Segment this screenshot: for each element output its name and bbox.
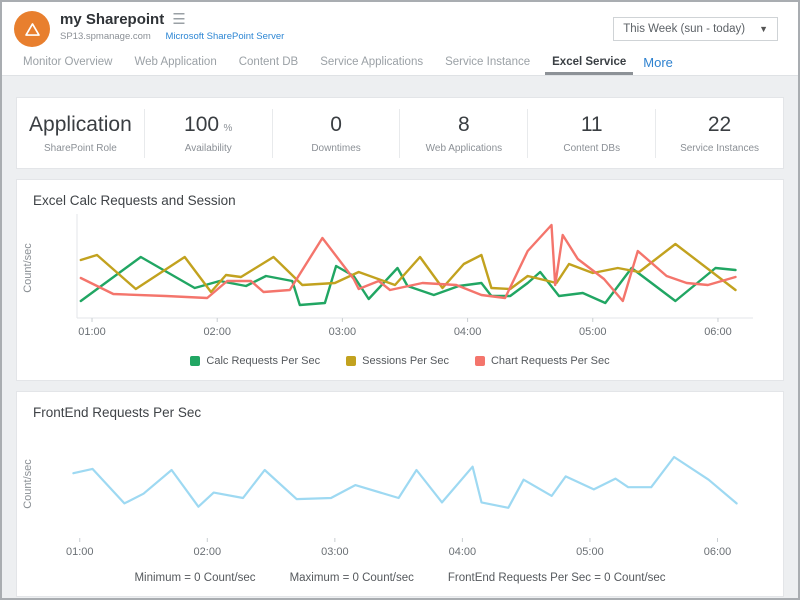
stat-value: 100 — [184, 112, 220, 136]
chart-footer-stats: Minimum = 0 Count/sec Maximum = 0 Count/… — [17, 572, 783, 584]
tab-service-applications[interactable]: Service Applications — [320, 56, 424, 68]
svg-text:01:00: 01:00 — [66, 546, 94, 558]
stat-label: Web Applications — [425, 142, 503, 154]
svg-text:05:00: 05:00 — [576, 546, 604, 558]
svg-text:Count/sec: Count/sec — [22, 459, 34, 509]
chart-title: Excel Calc Requests and Session — [33, 193, 236, 208]
legend-swatch-icon — [474, 356, 485, 366]
page-title: my Sharepoint — [60, 11, 165, 28]
svg-text:02:00: 02:00 — [194, 546, 222, 558]
monitor-host: SP13.spmanage.com — [60, 31, 151, 42]
server-type-link[interactable]: Microsoft SharePoint Server — [165, 31, 285, 42]
stat-availability: 100 % Availability — [145, 108, 273, 158]
header: my Sharepoint ☰ SP13.spmanage.com Micros… — [2, 2, 798, 47]
excel-calc-chart-canvas[interactable]: 01:00 02:00 03:00 04:00 05:00 06:00 Count/sec — [17, 210, 785, 348]
tab-more[interactable]: More — [643, 55, 673, 70]
stat-value: 8 — [458, 112, 470, 136]
stat-value: 0 — [330, 112, 342, 136]
chart-legend: Calc Requests Per Sec Sessions Per Sec C… — [17, 355, 783, 367]
frontend-rate-stat: FrontEnd Requests Per Sec = 0 Count/sec — [447, 572, 666, 584]
stat-web-applications: 8 Web Applications — [400, 108, 529, 158]
stat-downtimes: 0 Downtimes — [273, 108, 401, 158]
minimum-stat: Minimum = 0 Count/sec — [134, 572, 256, 584]
stat-value: 22 — [707, 112, 732, 136]
legend-swatch-icon — [190, 356, 201, 366]
chevron-down-icon: ▼ — [759, 24, 768, 34]
svg-text:04:00: 04:00 — [454, 326, 482, 338]
time-period-value: This Week (sun - today) — [623, 23, 746, 35]
stat-suffix: % — [223, 122, 233, 134]
svg-text:02:00: 02:00 — [203, 326, 231, 338]
svg-text:06:00: 06:00 — [704, 546, 732, 558]
nav-tabs: Monitor Overview Web Application Content… — [2, 47, 798, 76]
stat-label: Availability — [184, 142, 232, 154]
svg-text:06:00: 06:00 — [704, 326, 732, 338]
svg-text:01:00: 01:00 — [78, 326, 106, 338]
stat-value: 11 — [580, 112, 603, 136]
legend-chart-requests[interactable]: Chart Requests Per Sec — [474, 355, 610, 367]
tab-excel-service[interactable]: Excel Service — [541, 56, 637, 75]
legend-sessions[interactable]: Sessions Per Sec — [346, 355, 449, 367]
stat-content-dbs: 11 Content DBs — [528, 108, 657, 158]
legend-label: Calc Requests Per Sec — [206, 355, 321, 367]
legend-calc-requests[interactable]: Calc Requests Per Sec — [190, 355, 320, 367]
tab-web-application[interactable]: Web Application — [134, 56, 217, 68]
svg-text:04:00: 04:00 — [449, 546, 477, 558]
tab-monitor-overview[interactable]: Monitor Overview — [23, 56, 113, 68]
stat-label: Content DBs — [563, 142, 621, 154]
maximum-stat: Maximum = 0 Count/sec — [289, 572, 414, 584]
tab-service-instance[interactable]: Service Instance — [445, 56, 531, 68]
svg-text:03:00: 03:00 — [329, 326, 357, 338]
frontend-requests-chart-card: FrontEnd Requests Per Sec 01:00 02:00 03:0… — [16, 391, 784, 597]
frontend-chart-canvas[interactable]: 01:00 02:00 03:00 04:00 05:00 06:00 Count/sec — [17, 422, 785, 566]
legend-swatch-icon — [346, 356, 357, 366]
tab-content-db[interactable]: Content DB — [238, 56, 299, 68]
svg-text:Count/sec: Count/sec — [22, 243, 34, 293]
stat-label: SharePoint Role — [44, 142, 117, 154]
warning-triangle-icon — [24, 22, 40, 36]
monitor-status-icon — [14, 11, 50, 47]
stat-value: Application — [29, 112, 132, 136]
hamburger-menu-icon[interactable]: ☰ — [172, 11, 186, 28]
stat-label: Service Instances — [680, 142, 760, 154]
summary-stats-bar: Application SharePoint Role 100 % Availa… — [16, 97, 784, 169]
stat-label: Downtimes — [311, 142, 361, 154]
stat-service-instances: 22 Service Instances — [656, 109, 783, 158]
excel-calc-chart-card: Excel Calc Requests and Session 01:00 02:… — [16, 179, 784, 381]
svg-text:05:00: 05:00 — [579, 326, 607, 338]
svg-text:03:00: 03:00 — [321, 546, 349, 558]
legend-label: Sessions Per Sec — [362, 355, 449, 367]
legend-label: Chart Requests Per Sec — [490, 355, 610, 367]
stat-sharepoint-role: Application SharePoint Role — [17, 108, 145, 158]
chart-title: FrontEnd Requests Per Sec — [33, 405, 202, 420]
time-period-select[interactable]: This Week (sun - today) ▼ — [613, 17, 778, 41]
